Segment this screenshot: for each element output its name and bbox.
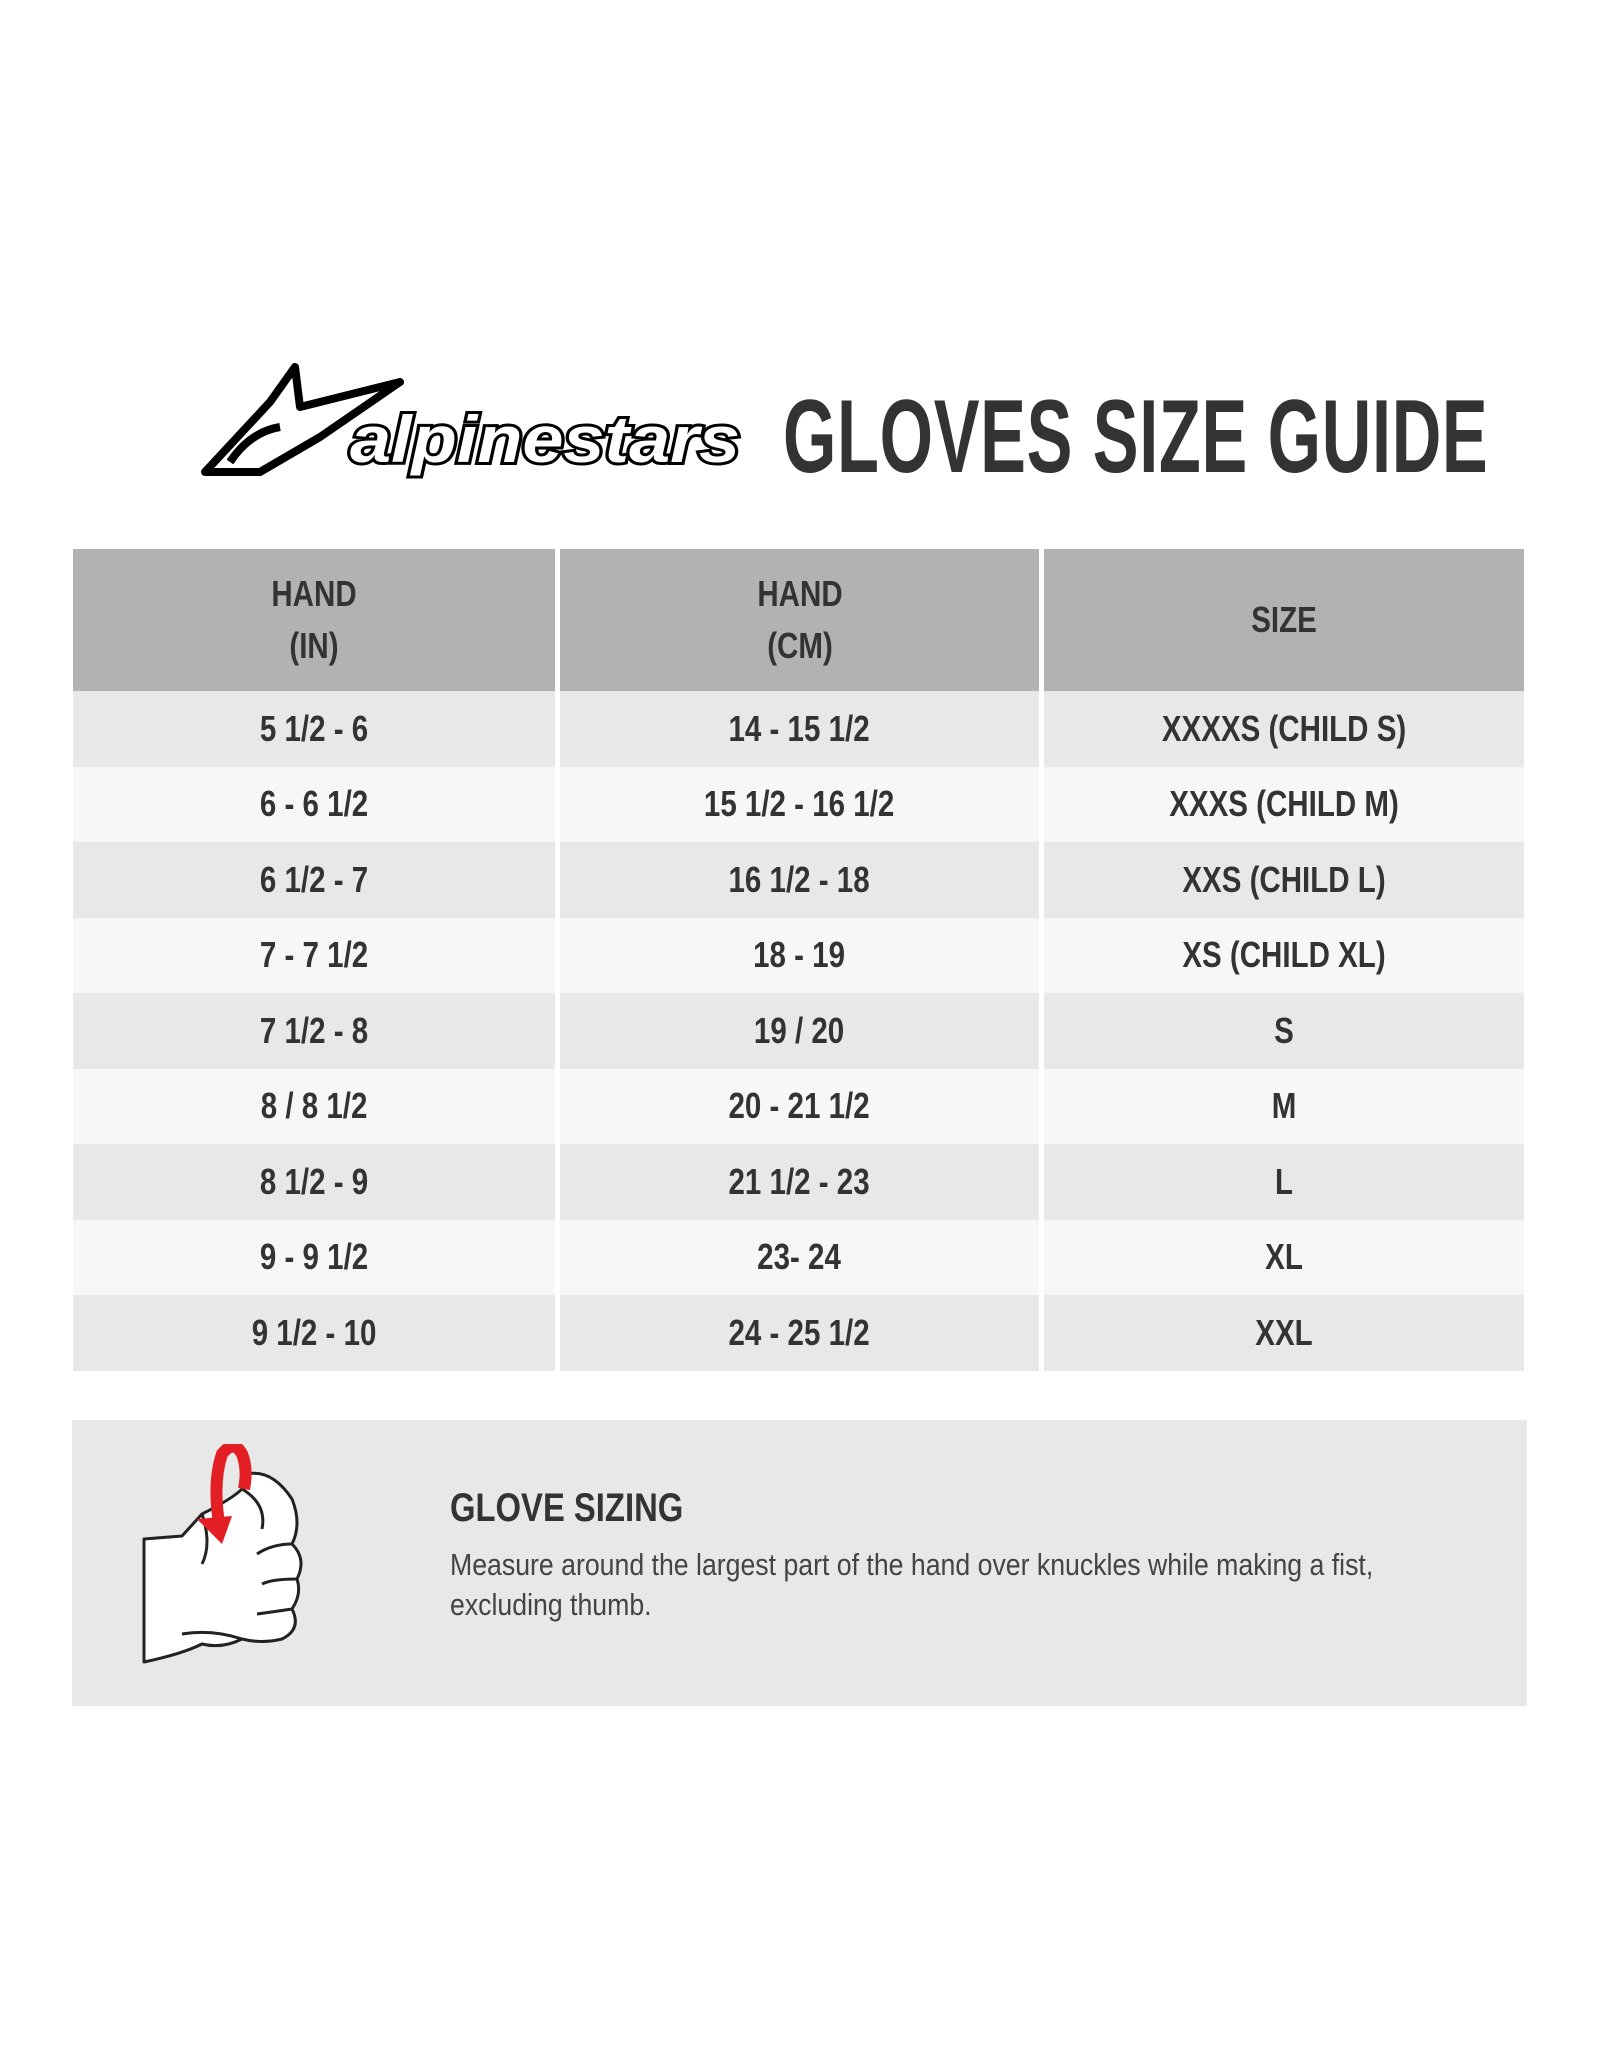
size-cell: S	[1044, 993, 1524, 1069]
header-label: HAND	[756, 573, 843, 614]
table-row: 7 1/2 - 8 19 / 20 S	[73, 993, 1524, 1069]
table-row: 8 1/2 - 9 21 1/2 - 23 L	[73, 1144, 1524, 1220]
table-header-row: HAND (IN) HAND (CM) SIZE	[73, 549, 1524, 691]
hand-in-cell: 9 - 9 1/2	[73, 1219, 555, 1295]
hand-cm-cell: 21 1/2 - 23	[560, 1144, 1039, 1220]
header-label: HAND	[271, 573, 357, 614]
table-row: 9 1/2 - 10 24 - 25 1/2 XXL	[73, 1295, 1524, 1371]
header-hand-cm: HAND (CM)	[560, 549, 1039, 691]
page-title: GLOVES SIZE GUIDE	[783, 379, 1489, 495]
hand-in-cell: 8 / 8 1/2	[73, 1068, 555, 1144]
hand-in-cell: 6 - 6 1/2	[73, 766, 555, 842]
header-unit: (CM)	[766, 625, 833, 666]
cell-text: M	[1271, 1085, 1297, 1127]
fist-measure-icon	[142, 1444, 303, 1664]
header-size: SIZE	[1044, 549, 1524, 691]
table-row: 6 - 6 1/2 15 1/2 - 16 1/2 XXXS (CHILD M)	[73, 766, 1524, 842]
size-cell: L	[1044, 1144, 1524, 1220]
cell-text: XL	[1265, 1236, 1303, 1278]
cell-text: XXXXS (CHILD S)	[1161, 707, 1407, 749]
hand-in-cell: 8 1/2 - 9	[73, 1144, 555, 1220]
table-row: 7 - 7 1/2 18 - 19 XS (CHILD XL)	[73, 917, 1524, 993]
hand-cm-cell: 19 / 20	[560, 993, 1039, 1069]
cell-text: 5 1/2 - 6	[259, 707, 369, 749]
hand-in-cell: 7 - 7 1/2	[73, 917, 555, 993]
cell-text: XXS (CHILD L)	[1182, 858, 1386, 900]
cell-text: 21 1/2 - 23	[728, 1160, 871, 1202]
cell-text: 6 - 6 1/2	[259, 783, 369, 825]
glove-sizing-title: GLOVE SIZING	[450, 1486, 684, 1530]
hand-cm-cell: 14 - 15 1/2	[560, 691, 1039, 767]
table-row: 5 1/2 - 6 14 - 15 1/2 XXXXS (CHILD S)	[73, 691, 1524, 767]
size-cell: XXXS (CHILD M)	[1044, 766, 1524, 842]
cell-text: XXL	[1255, 1311, 1313, 1353]
cell-text: 8 / 8 1/2	[260, 1085, 368, 1127]
size-cell: XXL	[1044, 1295, 1524, 1371]
header-hand-in: HAND (IN)	[73, 549, 555, 691]
cell-text: 9 - 9 1/2	[259, 1236, 369, 1278]
svg-text:alpinestars: alpinestars	[350, 402, 740, 476]
size-cell: XXS (CHILD L)	[1044, 842, 1524, 918]
hand-cm-cell: 16 1/2 - 18	[560, 842, 1039, 918]
hand-in-cell: 7 1/2 - 8	[73, 993, 555, 1069]
table-row: 6 1/2 - 7 16 1/2 - 18 XXS (CHILD L)	[73, 842, 1524, 918]
cell-text: S	[1274, 1009, 1294, 1051]
glove-sizing-instructions: Measure around the largest part of the h…	[450, 1547, 1374, 1622]
cell-text: 18 - 19	[753, 934, 846, 976]
cell-text: 14 - 15 1/2	[728, 707, 871, 749]
hand-in-cell: 5 1/2 - 6	[73, 691, 555, 767]
cell-text: 6 1/2 - 7	[259, 858, 369, 900]
hand-cm-cell: 15 1/2 - 16 1/2	[560, 766, 1039, 842]
hand-in-cell: 6 1/2 - 7	[73, 842, 555, 918]
cell-text: XS (CHILD XL)	[1182, 934, 1386, 976]
size-cell: M	[1044, 1068, 1524, 1144]
cell-text: 19 / 20	[754, 1009, 845, 1051]
cell-text: 20 - 21 1/2	[728, 1085, 871, 1127]
size-cell: XL	[1044, 1219, 1524, 1295]
cell-text: 9 1/2 - 10	[251, 1311, 377, 1353]
hand-cm-cell: 20 - 21 1/2	[560, 1068, 1039, 1144]
table-row: 8 / 8 1/2 20 - 21 1/2 M	[73, 1068, 1524, 1144]
hand-in-cell: 9 1/2 - 10	[73, 1295, 555, 1371]
glove-sizing-panel: GLOVE SIZING Measure around the largest …	[72, 1420, 1527, 1706]
hand-cm-cell: 23- 24	[560, 1219, 1039, 1295]
size-table: HAND (IN) HAND (CM) SIZE 5 1/2 - 6 14 - 15 …	[73, 549, 1524, 1371]
cell-text: 7 1/2 - 8	[259, 1009, 369, 1051]
hand-cm-cell: 18 - 19	[560, 917, 1039, 993]
size-cell: XXXXS (CHILD S)	[1044, 691, 1524, 767]
cell-text: 8 1/2 - 9	[259, 1160, 369, 1202]
cell-text: XXXS (CHILD M)	[1169, 783, 1399, 825]
hand-cm-cell: 24 - 25 1/2	[560, 1295, 1039, 1371]
header-unit: (IN)	[289, 625, 339, 666]
cell-text: 15 1/2 - 16 1/2	[704, 783, 895, 825]
size-cell: XS (CHILD XL)	[1044, 917, 1524, 993]
cell-text: 24 - 25 1/2	[728, 1311, 871, 1353]
cell-text: 7 - 7 1/2	[259, 934, 369, 976]
cell-text: 16 1/2 - 18	[728, 858, 871, 900]
cell-text: L	[1274, 1160, 1294, 1202]
table-row: 9 - 9 1/2 23- 24 XL	[73, 1219, 1524, 1295]
header-label: SIZE	[1251, 599, 1317, 640]
cell-text: 23- 24	[757, 1236, 842, 1278]
alpinestars-logo: alpinestars	[201, 363, 743, 479]
